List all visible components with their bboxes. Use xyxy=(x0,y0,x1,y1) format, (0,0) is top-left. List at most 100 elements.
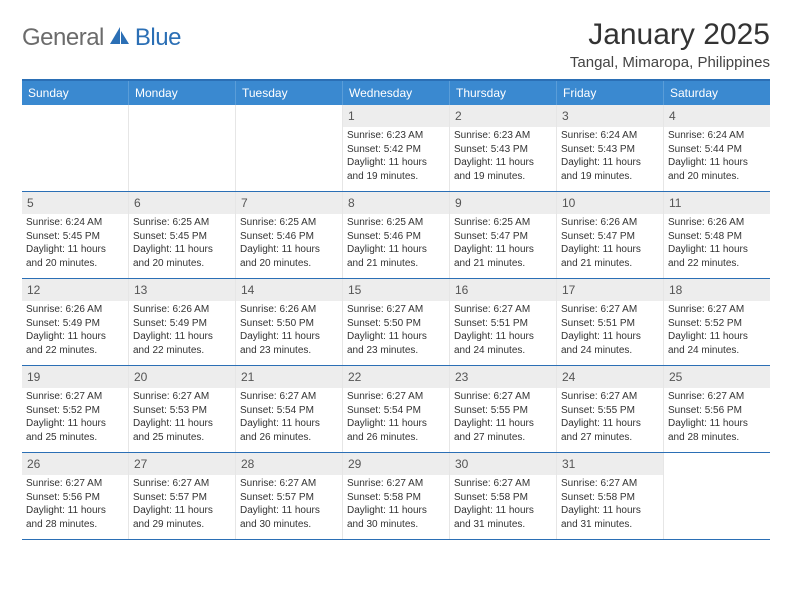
sunrise-line: Sunrise: 6:26 AM xyxy=(668,216,766,230)
day-body: Sunrise: 6:26 AMSunset: 5:48 PMDaylight:… xyxy=(664,216,770,274)
daylight-line: Daylight: 11 hours and 26 minutes. xyxy=(240,417,338,444)
daylight-line: Daylight: 11 hours and 27 minutes. xyxy=(454,417,552,444)
day-cell: 10Sunrise: 6:26 AMSunset: 5:47 PMDayligh… xyxy=(557,192,664,278)
day-body: Sunrise: 6:23 AMSunset: 5:42 PMDaylight:… xyxy=(343,129,449,187)
header: General Blue January 2025 Tangal, Mimaro… xyxy=(22,18,770,71)
calendar: SundayMondayTuesdayWednesdayThursdayFrid… xyxy=(22,79,770,540)
day-body: Sunrise: 6:27 AMSunset: 5:58 PMDaylight:… xyxy=(343,477,449,535)
sunset-line: Sunset: 5:46 PM xyxy=(240,230,338,244)
title-block: January 2025 Tangal, Mimaropa, Philippin… xyxy=(570,18,770,71)
sunrise-line: Sunrise: 6:27 AM xyxy=(240,477,338,491)
sunset-line: Sunset: 5:52 PM xyxy=(668,317,766,331)
weekday-header: Tuesday xyxy=(236,81,343,105)
day-cell: 26Sunrise: 6:27 AMSunset: 5:56 PMDayligh… xyxy=(22,453,129,539)
sunset-line: Sunset: 5:58 PM xyxy=(454,491,552,505)
day-number: 9 xyxy=(450,192,556,214)
weekday-header: Wednesday xyxy=(343,81,450,105)
daylight-line: Daylight: 11 hours and 21 minutes. xyxy=(347,243,445,270)
sunrise-line: Sunrise: 6:25 AM xyxy=(347,216,445,230)
day-cell: 28Sunrise: 6:27 AMSunset: 5:57 PMDayligh… xyxy=(236,453,343,539)
day-body: Sunrise: 6:27 AMSunset: 5:52 PMDaylight:… xyxy=(22,390,128,448)
sunrise-line: Sunrise: 6:27 AM xyxy=(561,390,659,404)
daylight-line: Daylight: 11 hours and 28 minutes. xyxy=(668,417,766,444)
sunrise-line: Sunrise: 6:27 AM xyxy=(347,303,445,317)
day-body: Sunrise: 6:27 AMSunset: 5:57 PMDaylight:… xyxy=(129,477,235,535)
day-body: Sunrise: 6:27 AMSunset: 5:54 PMDaylight:… xyxy=(343,390,449,448)
sunset-line: Sunset: 5:58 PM xyxy=(347,491,445,505)
sunset-line: Sunset: 5:56 PM xyxy=(668,404,766,418)
sunset-line: Sunset: 5:43 PM xyxy=(454,143,552,157)
sunrise-line: Sunrise: 6:27 AM xyxy=(668,303,766,317)
day-body: Sunrise: 6:27 AMSunset: 5:50 PMDaylight:… xyxy=(343,303,449,361)
daylight-line: Daylight: 11 hours and 19 minutes. xyxy=(561,156,659,183)
weekday-header: Monday xyxy=(129,81,236,105)
day-body: Sunrise: 6:26 AMSunset: 5:49 PMDaylight:… xyxy=(22,303,128,361)
day-body: Sunrise: 6:24 AMSunset: 5:45 PMDaylight:… xyxy=(22,216,128,274)
day-number: 24 xyxy=(557,366,663,388)
sunrise-line: Sunrise: 6:26 AM xyxy=(240,303,338,317)
daylight-line: Daylight: 11 hours and 21 minutes. xyxy=(561,243,659,270)
day-cell: 20Sunrise: 6:27 AMSunset: 5:53 PMDayligh… xyxy=(129,366,236,452)
day-body: Sunrise: 6:26 AMSunset: 5:49 PMDaylight:… xyxy=(129,303,235,361)
sunset-line: Sunset: 5:52 PM xyxy=(26,404,124,418)
weekday-header: Sunday xyxy=(22,81,129,105)
day-number: 13 xyxy=(129,279,235,301)
sunrise-line: Sunrise: 6:25 AM xyxy=(133,216,231,230)
sunrise-line: Sunrise: 6:24 AM xyxy=(561,129,659,143)
sunrise-line: Sunrise: 6:24 AM xyxy=(668,129,766,143)
sunrise-line: Sunrise: 6:27 AM xyxy=(26,477,124,491)
location: Tangal, Mimaropa, Philippines xyxy=(570,54,770,71)
daylight-line: Daylight: 11 hours and 30 minutes. xyxy=(347,504,445,531)
day-cell xyxy=(236,105,343,191)
day-cell: 25Sunrise: 6:27 AMSunset: 5:56 PMDayligh… xyxy=(664,366,770,452)
day-body: Sunrise: 6:23 AMSunset: 5:43 PMDaylight:… xyxy=(450,129,556,187)
day-body: Sunrise: 6:27 AMSunset: 5:51 PMDaylight:… xyxy=(450,303,556,361)
day-body: Sunrise: 6:25 AMSunset: 5:47 PMDaylight:… xyxy=(450,216,556,274)
day-number: 21 xyxy=(236,366,342,388)
day-cell xyxy=(22,105,129,191)
day-cell: 17Sunrise: 6:27 AMSunset: 5:51 PMDayligh… xyxy=(557,279,664,365)
daylight-line: Daylight: 11 hours and 22 minutes. xyxy=(26,330,124,357)
sunrise-line: Sunrise: 6:26 AM xyxy=(133,303,231,317)
day-body: Sunrise: 6:26 AMSunset: 5:50 PMDaylight:… xyxy=(236,303,342,361)
day-cell: 31Sunrise: 6:27 AMSunset: 5:58 PMDayligh… xyxy=(557,453,664,539)
sunset-line: Sunset: 5:43 PM xyxy=(561,143,659,157)
sunrise-line: Sunrise: 6:27 AM xyxy=(133,477,231,491)
day-cell: 7Sunrise: 6:25 AMSunset: 5:46 PMDaylight… xyxy=(236,192,343,278)
daylight-line: Daylight: 11 hours and 19 minutes. xyxy=(347,156,445,183)
day-cell: 14Sunrise: 6:26 AMSunset: 5:50 PMDayligh… xyxy=(236,279,343,365)
day-number: 17 xyxy=(557,279,663,301)
day-number: 22 xyxy=(343,366,449,388)
day-cell: 21Sunrise: 6:27 AMSunset: 5:54 PMDayligh… xyxy=(236,366,343,452)
day-cell: 8Sunrise: 6:25 AMSunset: 5:46 PMDaylight… xyxy=(343,192,450,278)
day-number: 1 xyxy=(343,105,449,127)
daylight-line: Daylight: 11 hours and 30 minutes. xyxy=(240,504,338,531)
sunset-line: Sunset: 5:55 PM xyxy=(561,404,659,418)
sunset-line: Sunset: 5:55 PM xyxy=(454,404,552,418)
sail-icon xyxy=(109,26,131,51)
sunrise-line: Sunrise: 6:27 AM xyxy=(454,303,552,317)
logo: General Blue xyxy=(22,24,181,52)
day-cell: 23Sunrise: 6:27 AMSunset: 5:55 PMDayligh… xyxy=(450,366,557,452)
day-body: Sunrise: 6:27 AMSunset: 5:53 PMDaylight:… xyxy=(129,390,235,448)
day-cell: 15Sunrise: 6:27 AMSunset: 5:50 PMDayligh… xyxy=(343,279,450,365)
sunrise-line: Sunrise: 6:27 AM xyxy=(454,477,552,491)
daylight-line: Daylight: 11 hours and 26 minutes. xyxy=(347,417,445,444)
daylight-line: Daylight: 11 hours and 24 minutes. xyxy=(668,330,766,357)
daylight-line: Daylight: 11 hours and 20 minutes. xyxy=(133,243,231,270)
day-number: 7 xyxy=(236,192,342,214)
day-number: 14 xyxy=(236,279,342,301)
weekday-header: Saturday xyxy=(664,81,770,105)
day-cell: 6Sunrise: 6:25 AMSunset: 5:45 PMDaylight… xyxy=(129,192,236,278)
day-cell: 18Sunrise: 6:27 AMSunset: 5:52 PMDayligh… xyxy=(664,279,770,365)
sunrise-line: Sunrise: 6:26 AM xyxy=(26,303,124,317)
sunrise-line: Sunrise: 6:27 AM xyxy=(561,477,659,491)
day-cell: 2Sunrise: 6:23 AMSunset: 5:43 PMDaylight… xyxy=(450,105,557,191)
sunset-line: Sunset: 5:53 PM xyxy=(133,404,231,418)
sunrise-line: Sunrise: 6:27 AM xyxy=(240,390,338,404)
sunset-line: Sunset: 5:49 PM xyxy=(26,317,124,331)
month-title: January 2025 xyxy=(570,18,770,52)
sunset-line: Sunset: 5:47 PM xyxy=(454,230,552,244)
sunrise-line: Sunrise: 6:23 AM xyxy=(454,129,552,143)
daylight-line: Daylight: 11 hours and 20 minutes. xyxy=(240,243,338,270)
